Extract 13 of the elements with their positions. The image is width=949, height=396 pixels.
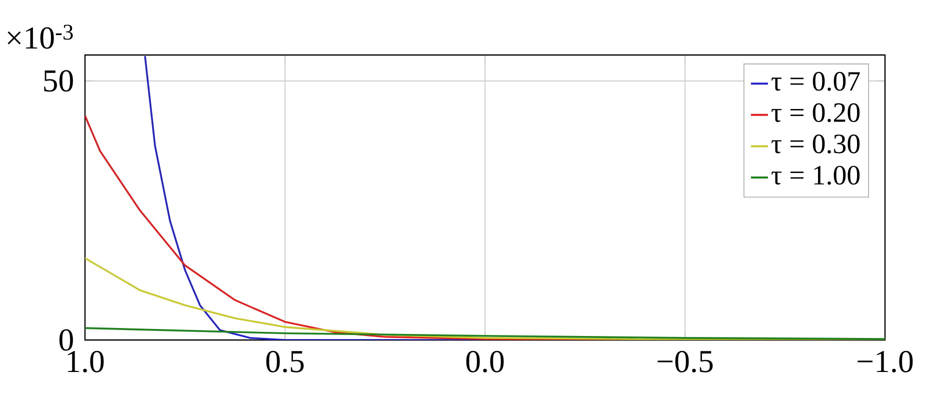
legend-label: τ = 0.07: [772, 72, 860, 91]
legend-label: τ = 0.30: [772, 134, 860, 154]
x-tick-label: 0.0: [466, 350, 504, 372]
x-tick-label: −0.5: [658, 350, 713, 372]
y-tick-label: 0: [59, 329, 73, 351]
legend-label: τ = 0.20: [772, 103, 860, 122]
x-tick-label: 1.0: [68, 350, 104, 372]
x-tick-label: 0.5: [266, 350, 304, 372]
line-series: [84, 327, 885, 340]
x-tick-label: −1.0: [858, 350, 913, 372]
y-tick-label: 50: [44, 70, 73, 92]
legend-label: τ = 1.00: [772, 166, 860, 185]
text: ×10$^{-3}$: [8, 24, 73, 49]
